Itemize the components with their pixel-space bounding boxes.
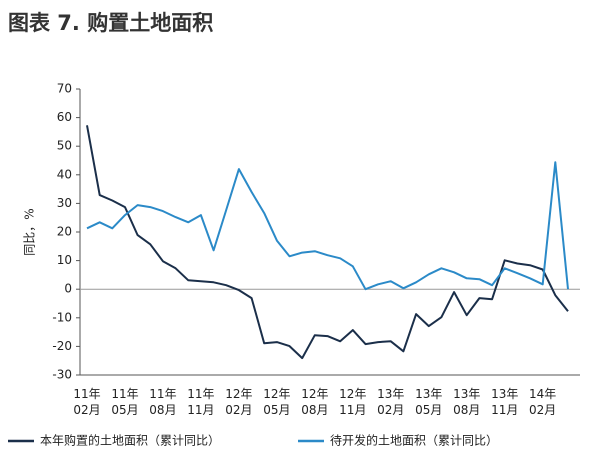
x-tick-label: 12年 02月	[225, 387, 252, 417]
y-tick-label: 30	[57, 196, 72, 210]
y-tick-label: -20	[52, 339, 72, 353]
y-tick-label: 70	[57, 82, 72, 96]
y-tick-label: 20	[57, 225, 72, 239]
x-tick-label: 13年 02月	[377, 387, 404, 417]
x-tick-label: 14年 02月	[529, 387, 556, 417]
x-tick-label: 12年 08月	[301, 387, 328, 417]
y-tick-label: -30	[52, 368, 72, 382]
x-tick-label: 13年 08月	[453, 387, 480, 417]
y-tick-label: 60	[57, 110, 72, 124]
chart-title: 图表 7. 购置土地面积	[8, 11, 213, 35]
x-tick-label: 11年 11月	[187, 387, 214, 417]
y-tick-label: 0	[64, 282, 72, 296]
y-axis-label: 同比，%	[23, 208, 37, 255]
y-tick-label: 10	[57, 253, 72, 267]
x-tick-label: 11年 08月	[149, 387, 176, 417]
series-line	[86, 125, 569, 360]
legend-label: 本年购置的土地面积（累计同比）	[40, 433, 220, 448]
x-tick-label: 11年 05月	[111, 387, 138, 417]
x-tick-label: 12年 11月	[339, 387, 366, 417]
y-tick-label: 50	[57, 139, 72, 153]
x-tick-label: 11年 02月	[73, 387, 100, 417]
x-tick-label: 13年 11月	[491, 387, 518, 417]
legend-label: 待开发的土地面积（累计同比）	[330, 433, 498, 448]
y-tick-label: 40	[57, 167, 72, 181]
x-tick-label: 13年 05月	[415, 387, 442, 417]
x-tick-label: 12年 05月	[263, 387, 290, 417]
y-tick-label: -10	[52, 310, 72, 324]
series-line	[86, 161, 569, 291]
